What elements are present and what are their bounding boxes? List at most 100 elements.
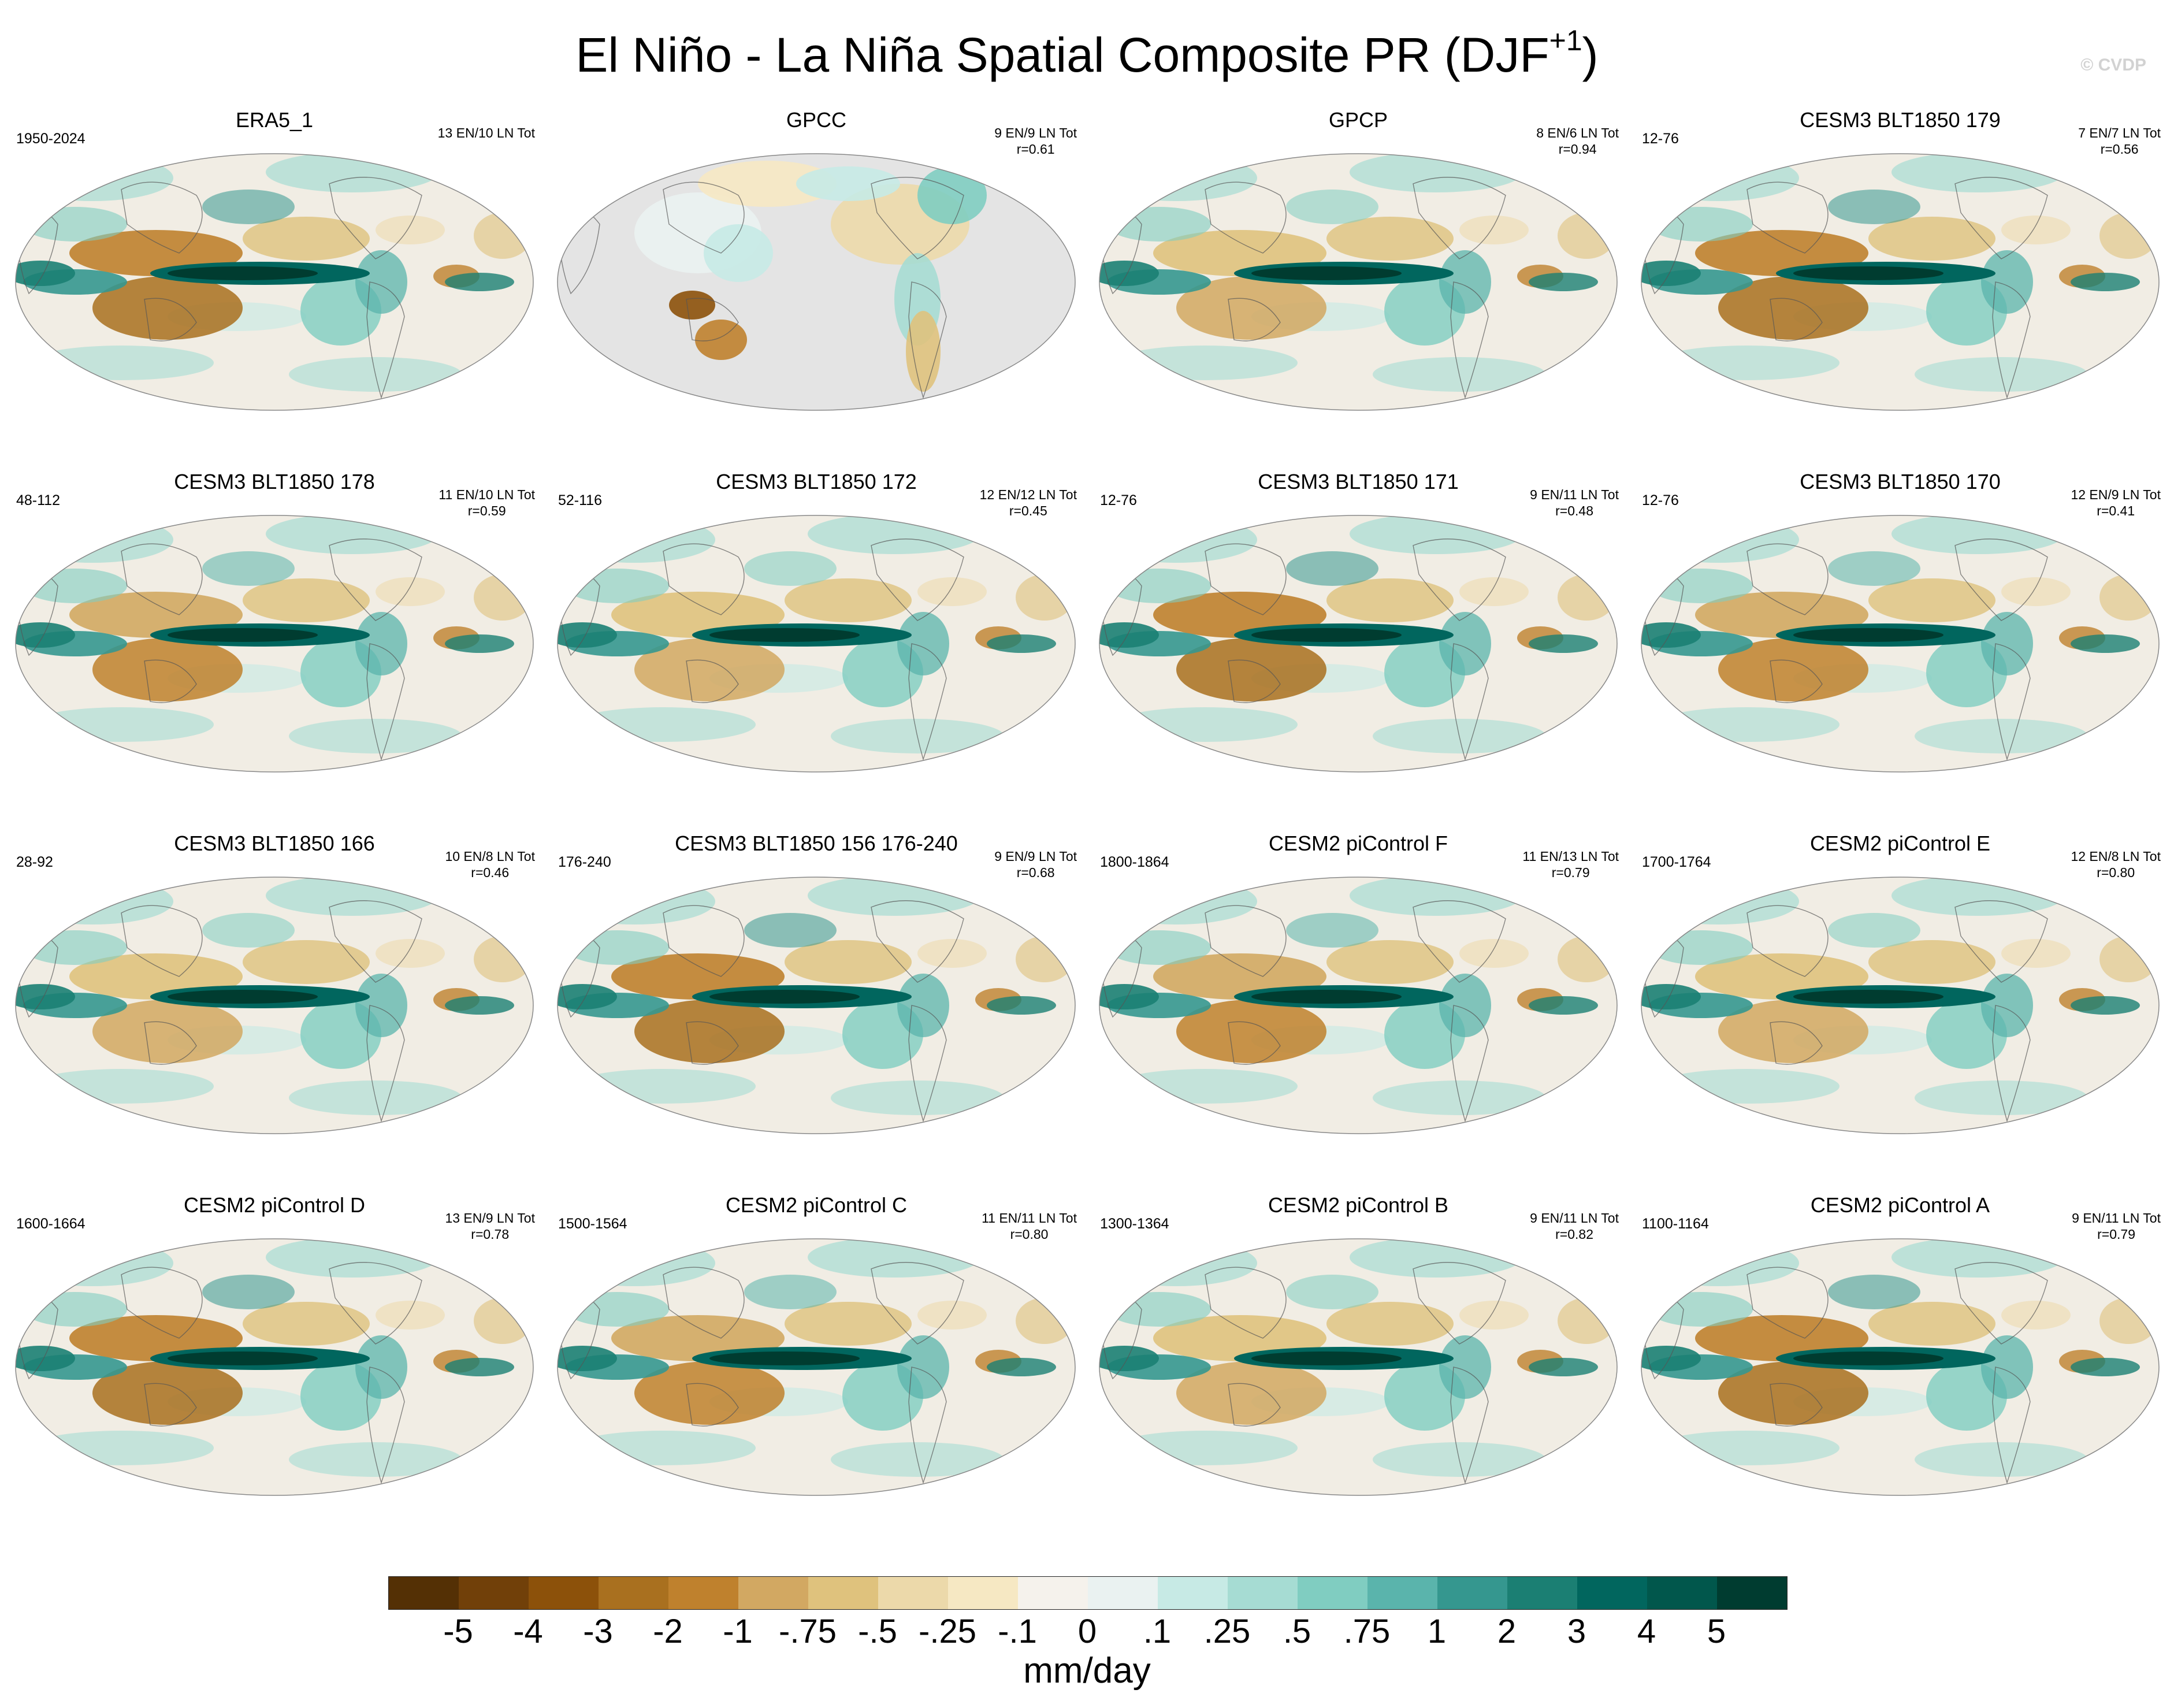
panel-title: CESM3 BLT1850 178 [174,470,375,493]
colorbar-swatch [1577,1577,1647,1609]
composite-map [557,515,1076,773]
panel-period: 1100-1164 [1642,1216,1709,1232]
colorbar-tick-label: -1 [723,1613,753,1650]
colorbar-swatch [1437,1577,1507,1609]
panel-stats: 9 EN/11 LN Tot r=0.82 [1530,1211,1619,1242]
map-panel: CESM3 BLT1850 166 28-92 10 EN/8 LN Tot r=0.… [6,832,543,1179]
panel-stats: 12 EN/9 LN Tot r=0.41 [2071,487,2161,518]
map-panel: CESM2 piControl F 1800-1864 11 EN/13 LN To… [1090,832,1627,1179]
composite-map [1099,153,1618,411]
panel-period: 28-92 [16,854,53,870]
colorbar-tick-label: -4 [513,1613,543,1650]
panel-stats: 12 EN/8 LN Tot r=0.80 [2071,849,2161,880]
colorbar-tick-label: -2 [653,1613,683,1650]
colorbar-tick-label: 0 [1077,1613,1097,1650]
colorbar-tick-label: .5 [1283,1613,1311,1650]
map-panel: CESM3 BLT1850 179 12-76 7 EN/7 LN Tot r=0.5… [1632,109,2169,455]
credit-watermark: © CVDP [2080,55,2146,75]
panel-period: 1950-2024 [16,131,86,147]
panel-period: 12-76 [1100,492,1137,508]
composite-map [1641,877,2160,1134]
panel-title: GPCP [1328,108,1388,132]
panel-stats: 13 EN/9 LN Tot r=0.78 [445,1211,535,1242]
panel-stats: 11 EN/13 LN Tot r=0.79 [1522,849,1619,880]
panel-title: ERA5_1 [235,108,314,132]
map-panel: CESM2 piControl C 1500-1564 11 EN/11 LN To… [548,1194,1085,1540]
map-panel: CESM2 piControl E 1700-1764 12 EN/8 LN Tot… [1632,832,2169,1179]
panel-stats: 10 EN/8 LN Tot r=0.46 [445,849,535,880]
map-panel: CESM2 piControl B 1300-1364 9 EN/11 LN Tot… [1090,1194,1627,1540]
colorbar-tick-label: 3 [1567,1613,1586,1650]
panel-title: CESM2 piControl A [1810,1193,1990,1217]
colorbar [388,1576,1787,1610]
colorbar-swatch [1367,1577,1437,1609]
colorbar-swatch [459,1577,529,1609]
colorbar-tick-label: 4 [1637,1613,1656,1650]
map-panel: CESM2 piControl A 1100-1164 9 EN/11 LN Tot… [1632,1194,2169,1540]
colorbar-tick-label: -5 [443,1613,473,1650]
map-panel: CESM3 BLT1850 172 52-116 12 EN/12 LN Tot r=… [548,470,1085,817]
colorbar-tick-label: 1 [1427,1613,1447,1650]
panel-title: CESM3 BLT1850 179 [1800,108,2001,132]
panel-title: CESM2 piControl C [725,1193,908,1217]
panel-title: CESM3 BLT1850 170 [1800,470,2001,493]
panel-stats: 9 EN/9 LN Tot r=0.61 [994,125,1077,157]
composite-map [1641,1238,2160,1496]
panel-title: CESM2 piControl E [1809,831,1991,855]
panel-title: GPCC [786,108,846,132]
panel-title: CESM3 BLT1850 172 [716,470,917,493]
colorbar-tick-label: .1 [1143,1613,1172,1650]
colorbar-ticks: -5 -4 -3 -2 -1 -.75 -.5 -.25 -.1 0 .1 .25 .5 .75 1 2 3 4 5 [388,1612,1786,1653]
panel-stats: 11 EN/10 LN Tot r=0.59 [438,487,535,518]
colorbar-swatch [1717,1577,1787,1609]
colorbar-swatch [878,1577,948,1609]
composite-map [1641,515,2160,773]
composite-map [1099,877,1618,1134]
colorbar-swatch [668,1577,738,1609]
panel-period: 48-112 [16,492,60,508]
panel-title: CESM3 BLT1850 156 176-240 [675,831,958,855]
colorbar-swatch [738,1577,808,1609]
panel-stats: 7 EN/7 LN Tot r=0.56 [2078,125,2161,157]
panel-period: 176-240 [558,854,611,870]
colorbar-swatch [1647,1577,1717,1609]
composite-map [15,515,534,773]
figure-title: El Niño - La Niña Spatial Composite PR (… [575,24,1599,82]
colorbar-swatch [389,1577,459,1609]
colorbar-tick-label: -.1 [998,1613,1037,1650]
composite-map [1099,515,1618,773]
panel-period: 1500-1564 [558,1216,627,1232]
composite-map [1099,1238,1618,1496]
map-panel: CESM3 BLT1850 170 12-76 12 EN/9 LN Tot r=0.… [1632,470,2169,817]
map-panel: CESM2 piControl D 1600-1664 13 EN/9 LN Tot… [6,1194,543,1540]
panel-stats: 12 EN/12 LN Tot r=0.45 [979,487,1077,518]
panel-period: 1600-1664 [16,1216,86,1232]
colorbar-swatch [1507,1577,1577,1609]
composite-map [557,1238,1076,1496]
colorbar-swatch [1298,1577,1367,1609]
composite-map [15,877,534,1134]
panel-period: 52-116 [558,492,602,508]
colorbar-tick-label: 2 [1497,1613,1517,1650]
panel-title: CESM2 piControl B [1268,1193,1449,1217]
colorbar-tick-label: -.75 [779,1613,837,1650]
panel-stats: 9 EN/11 LN Tot r=0.48 [1530,487,1619,518]
composite-map [557,877,1076,1134]
map-panel: CESM3 BLT1850 156 176-240 176-240 9 EN/9 L… [548,832,1085,1179]
panel-period: 1300-1364 [1100,1216,1169,1232]
map-panel: GPCC 9 EN/9 LN Tot r=0.61 [548,109,1085,455]
colorbar-tick-label: .25 [1203,1613,1251,1650]
map-panel: GPCP 8 EN/6 LN Tot r=0.94 [1090,109,1627,455]
panel-stats: 11 EN/11 LN Tot r=0.80 [982,1211,1077,1242]
colorbar-swatch [1158,1577,1228,1609]
colorbar-tick-label: -.25 [919,1613,976,1650]
colorbar-units: mm/day [1023,1651,1151,1691]
colorbar-tick-label: 5 [1707,1613,1726,1650]
colorbar-swatch [599,1577,668,1609]
panel-stats: 9 EN/11 LN Tot r=0.79 [2072,1211,2161,1242]
colorbar-swatch [529,1577,599,1609]
panel-title: CESM3 BLT1850 171 [1258,470,1459,493]
composite-map [557,153,1076,411]
colorbar-swatch [1018,1577,1088,1609]
colorbar-tick-label: -.5 [858,1613,897,1650]
